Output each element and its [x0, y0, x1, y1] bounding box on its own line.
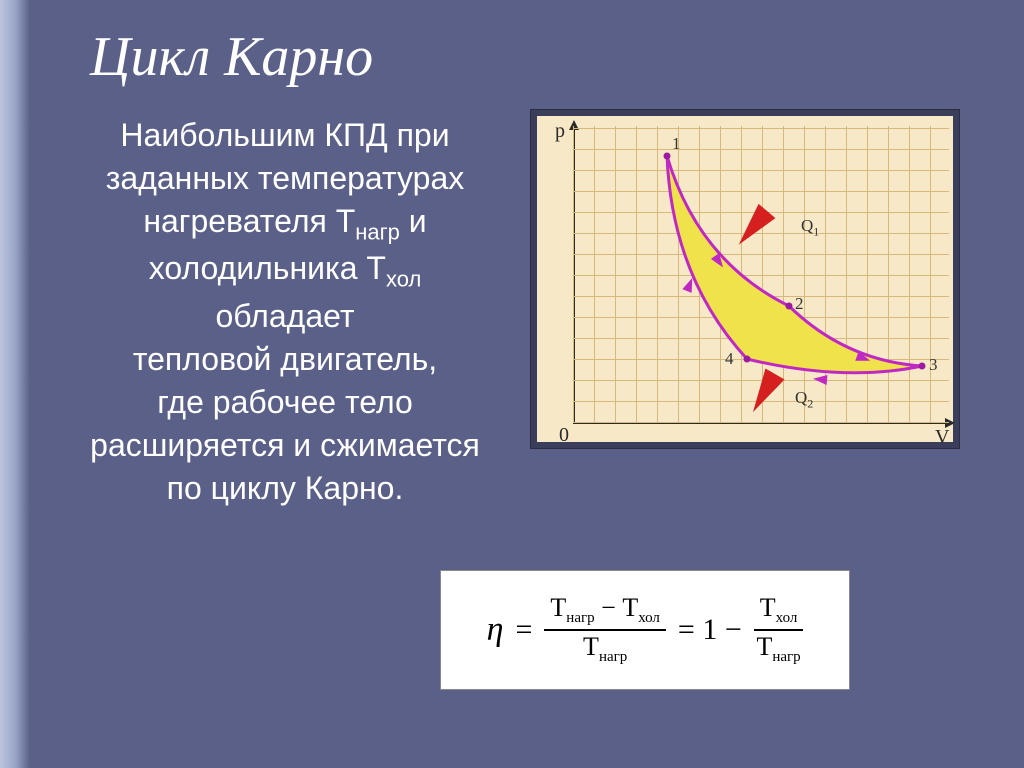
slide-edge [0, 0, 30, 768]
chart-point [664, 153, 671, 160]
body-text: Наибольшим КПД при заданных температурах… [50, 109, 520, 510]
body-row: Наибольшим КПД при заданных температурах… [40, 109, 1000, 510]
carnot-chart: p V 0 [530, 109, 960, 449]
line: тепловой двигатель, [50, 338, 520, 381]
chart-point [919, 363, 926, 370]
eta-symbol: η [487, 611, 504, 649]
formula-box: η = Tнагр − Tхол Tнагр = 1 − Tхол Tнагр [440, 570, 850, 690]
fraction-2: Tхол Tнагр [754, 594, 804, 665]
line: заданных температурах [50, 157, 520, 200]
curve-arrowheads [537, 116, 955, 444]
fraction-1: Tнагр − Tхол Tнагр [544, 594, 666, 665]
line: нагревателя Тнагр и [50, 200, 520, 247]
slide-title: Цикл Карно [40, 0, 1000, 109]
formula: η = Tнагр − Tхол Tнагр = 1 − Tхол Tнагр [487, 594, 804, 665]
chart-point [786, 303, 793, 310]
line: холодильника Тхол [50, 247, 520, 294]
chart-area: p V 0 [537, 116, 953, 442]
line: где рабочее тело [50, 381, 520, 424]
line: обладает [50, 295, 520, 338]
chart-point [744, 356, 751, 363]
slide: Цикл Карно Наибольшим КПД при заданных т… [40, 0, 1000, 768]
line: Наибольшим КПД при [50, 114, 520, 157]
line: расширяется и сжимается [50, 424, 520, 467]
line: по циклу Карно. [50, 467, 520, 510]
